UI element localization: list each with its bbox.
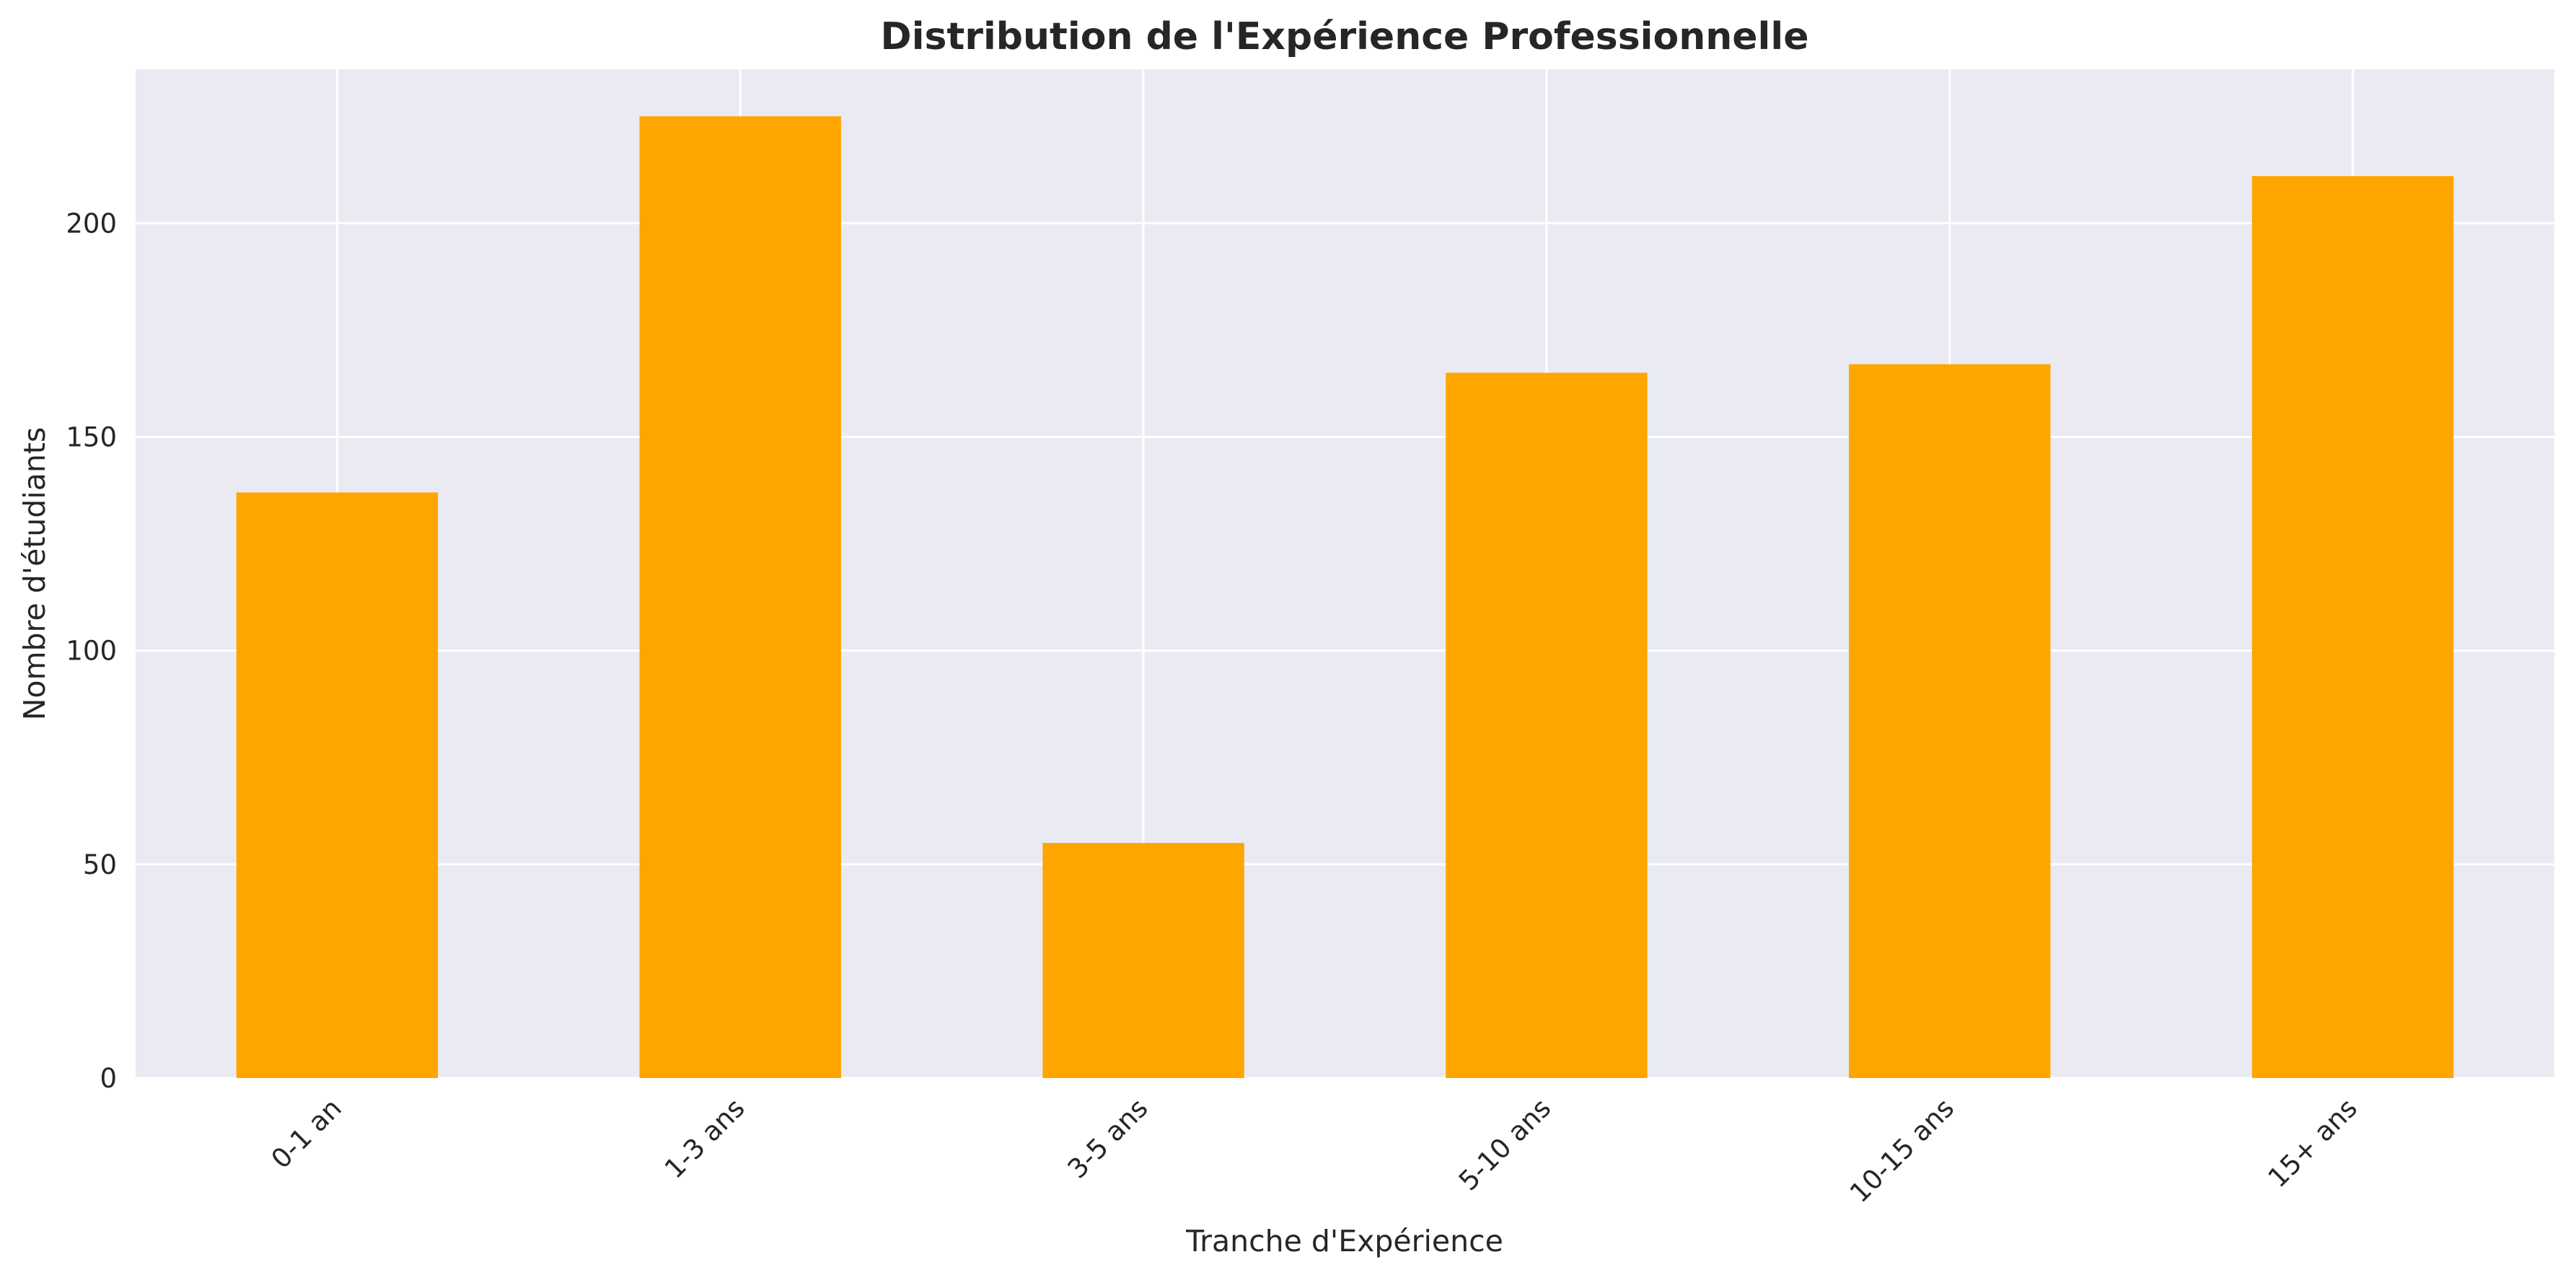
bar-10-15-ans	[1849, 364, 2051, 1078]
x-tick-label: 3-5 ans	[1062, 1092, 1154, 1185]
plot-area-background	[136, 69, 2554, 1078]
y-tick-label: 200	[66, 208, 117, 239]
y-tick-label: 100	[66, 636, 117, 667]
y-tick-label: 150	[66, 421, 117, 452]
x-tick-label: 10-15 ans	[1844, 1092, 1960, 1209]
y-tick-label: 50	[83, 849, 117, 880]
x-tick-label: 0-1 an	[265, 1092, 348, 1175]
x-axis-label: Tranche d'Expérience	[1185, 1224, 1503, 1258]
y-tick-label: 0	[100, 1063, 117, 1094]
bar-15-ans	[2251, 176, 2454, 1078]
bar-3-5-ans	[1042, 843, 1244, 1078]
x-tick-label: 15+ ans	[2262, 1092, 2363, 1194]
chart-title: Distribution de l'Expérience Professionn…	[881, 15, 1809, 58]
bar-1-3-ans	[639, 116, 841, 1078]
x-axis-ticks: 0-1 an 1-3 ans 3-5 ans 5-10 ans 10-15 ans 15+…	[265, 1092, 2363, 1209]
y-axis-ticks: 0 50 100 150 200	[66, 208, 117, 1094]
x-tick-label: 5-10 ans	[1453, 1092, 1557, 1196]
bar-0-1-an	[236, 492, 439, 1078]
bars	[236, 116, 2454, 1078]
bar-5-10-ans	[1446, 372, 1648, 1078]
x-tick-label: 1-3 ans	[659, 1092, 751, 1185]
y-axis-label: Nombre d'étudiants	[17, 427, 52, 720]
